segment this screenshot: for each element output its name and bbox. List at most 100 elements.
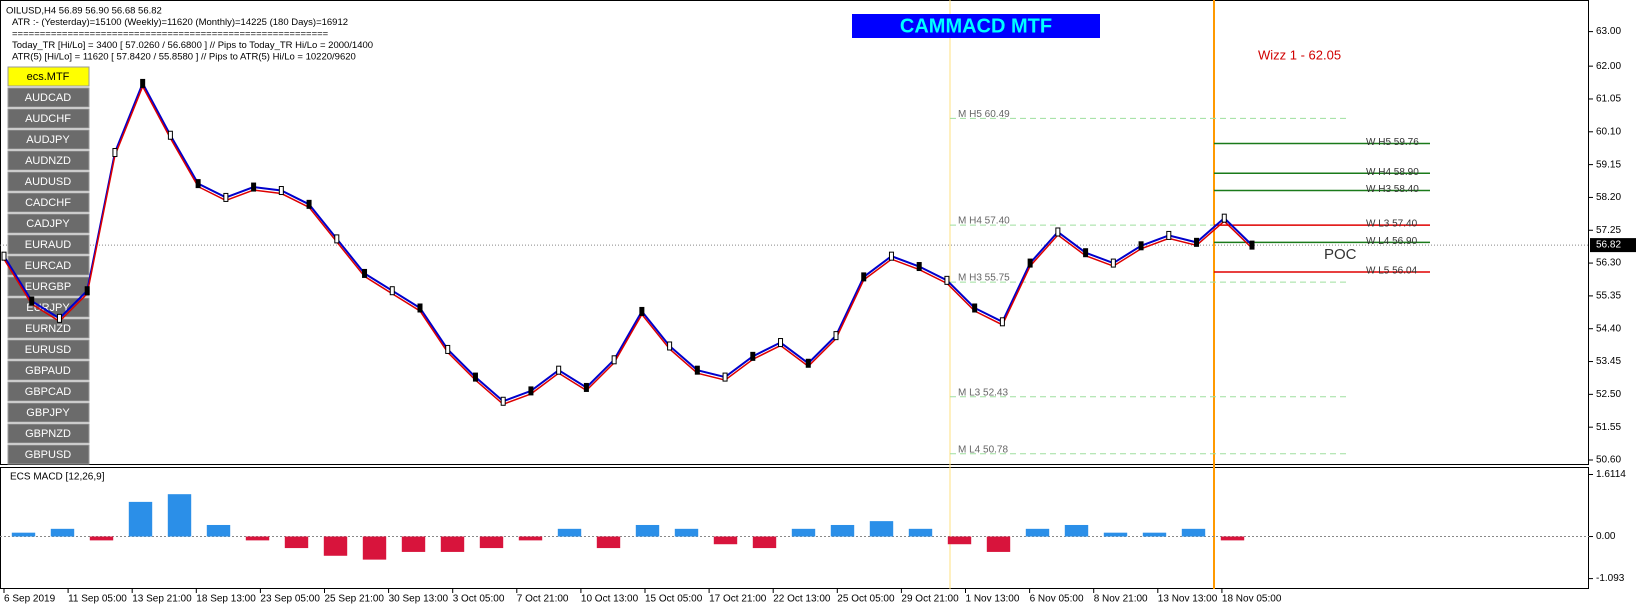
candle (56, 313, 62, 323)
candle (999, 317, 1005, 327)
time-tick-label: 23 Sep 05:00 (260, 594, 320, 605)
symbol-button[interactable] (7, 318, 90, 339)
macd-bar (479, 536, 504, 549)
candle (611, 355, 617, 365)
monthly-level-label: M H4 57.40 (958, 216, 1010, 227)
macd-bar (50, 528, 75, 537)
time-tick-label: 10 Oct 13:00 (581, 594, 639, 605)
symbol-button[interactable] (7, 381, 90, 402)
candle (1027, 258, 1033, 268)
price-tick-label: 54.40 (1596, 323, 1621, 334)
candle (167, 130, 173, 140)
symbol-button[interactable] (7, 150, 90, 171)
symbol-label: CADCHF (25, 197, 71, 209)
candle (694, 365, 700, 375)
macd-bar (908, 528, 933, 537)
time-tick-label: 25 Oct 05:00 (837, 594, 895, 605)
candle (251, 182, 257, 192)
macd-bar (440, 536, 465, 552)
monthly-level-label: M H5 60.49 (958, 109, 1010, 120)
symbol-button[interactable] (7, 87, 90, 108)
candle (445, 344, 451, 354)
candle (888, 251, 894, 261)
time-tick-label: 7 Oct 21:00 (517, 594, 569, 605)
symbol-button[interactable] (7, 129, 90, 150)
candle (1083, 248, 1089, 258)
candle (500, 396, 506, 406)
symbol-button[interactable] (7, 402, 90, 423)
candle (1166, 230, 1172, 240)
symbol-label: EURUSD (25, 344, 72, 356)
symbol-label: ecs.MTF (27, 71, 70, 83)
weekly-level-label: W L4 56.90 (1366, 236, 1418, 247)
candle (223, 192, 229, 202)
monthly-level-label: M H3 55.75 (958, 273, 1010, 284)
symbol-label: AUDUSD (25, 176, 72, 188)
symbol-button[interactable] (7, 171, 90, 192)
candle (112, 148, 118, 158)
symbol-button[interactable] (7, 423, 90, 444)
symbol-label: CADJPY (26, 218, 70, 230)
price-tick-label: 62.00 (1596, 61, 1621, 72)
symbol-button[interactable] (7, 234, 90, 255)
time-tick-label: 22 Oct 13:00 (773, 594, 831, 605)
symbol-label: GBPNZD (25, 428, 71, 440)
macd-bar (1181, 528, 1206, 537)
title-box (852, 14, 1100, 38)
symbol-button[interactable] (7, 108, 90, 129)
candle (833, 331, 839, 341)
macd-tick-label: -1.093 (1596, 573, 1625, 584)
time-tick-label: 29 Oct 21:00 (901, 594, 959, 605)
monthly-level-label: M L3 52.43 (958, 387, 1008, 398)
candle (556, 365, 562, 375)
symbol-label: GBPUSD (25, 449, 72, 461)
macd-bar (635, 524, 660, 537)
header-line: Today_TR [Hi/Lo] = 3400 [ 57.0260 / 56.6… (12, 40, 373, 51)
price-tick-label: 51.55 (1596, 422, 1621, 433)
symbol-label: GBPJPY (26, 407, 70, 419)
macd-bar (1025, 528, 1050, 537)
macd-bar (986, 536, 1011, 552)
candle (639, 306, 645, 316)
symbol-button[interactable] (7, 339, 90, 360)
macd-bar (128, 501, 153, 537)
symbol-label: EURCAD (25, 260, 72, 272)
candle (29, 296, 35, 306)
symbol-button[interactable] (7, 192, 90, 213)
candle (472, 372, 478, 382)
candle (1, 251, 7, 261)
candle (195, 179, 201, 189)
candle (1249, 240, 1255, 250)
symbol-button[interactable] (7, 213, 90, 234)
macd-bar (89, 536, 114, 541)
symbol-label: AUDNZD (25, 155, 71, 167)
candle (1194, 237, 1200, 247)
symbol-label: AUDJPY (26, 134, 70, 146)
symbol-label: GBPAUD (25, 365, 71, 377)
symbol-button[interactable] (7, 360, 90, 381)
symbol-label: GBPCAD (25, 386, 72, 398)
candle (805, 358, 811, 368)
current-price-box (1590, 238, 1636, 253)
macd-bar (947, 536, 972, 545)
title: CAMMACD MTF (900, 15, 1052, 37)
header-line: ATR(5) [Hi/Lo] = 11620 [ 57.8420 / 55.85… (12, 52, 356, 63)
weekly-level-label: W H4 58.90 (1366, 167, 1419, 178)
symbol-label: AUDCAD (25, 92, 72, 104)
symbol-button[interactable] (7, 66, 90, 87)
header-line: OILUSD,H4 56.89 56.90 56.68 56.82 (6, 6, 162, 17)
candle (972, 303, 978, 313)
current-price-label: 56.82 (1596, 240, 1621, 251)
candle (306, 199, 312, 209)
symbol-button[interactable] (7, 444, 90, 465)
candle (362, 268, 368, 278)
price-tick-label: 61.05 (1596, 94, 1621, 105)
macd-title: ECS MACD [12,26,9] (10, 472, 105, 483)
macd-bar (284, 536, 309, 549)
macd-bar (674, 528, 699, 537)
main-panel (0, 0, 1589, 465)
time-tick-label: 8 Nov 21:00 (1094, 594, 1148, 605)
candle (750, 351, 756, 361)
candle (1110, 258, 1116, 268)
candle (140, 78, 146, 88)
